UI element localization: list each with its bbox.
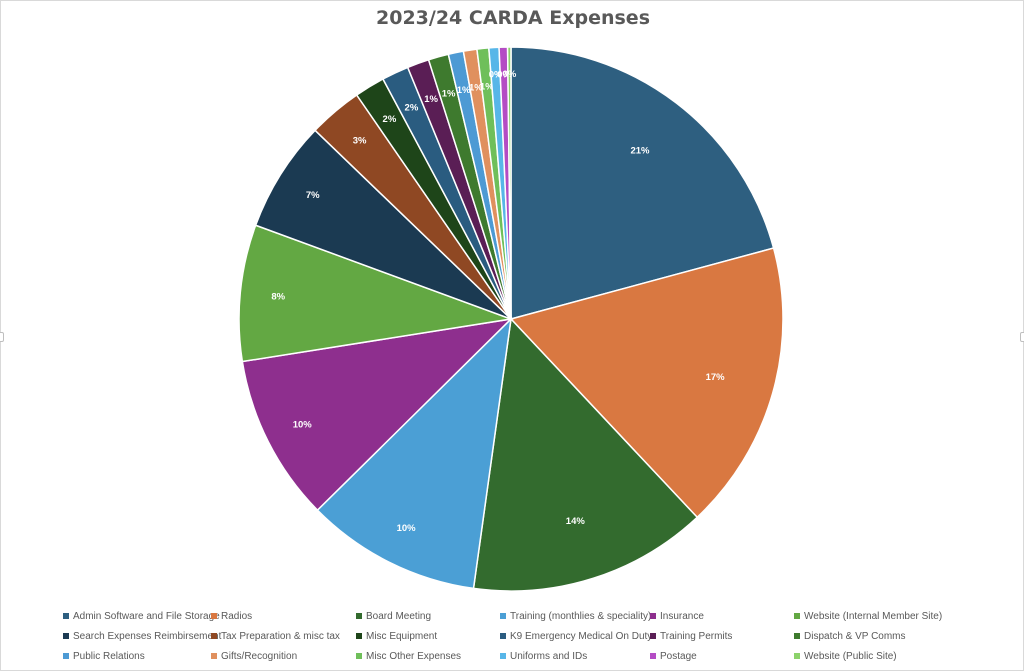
legend-item-5: Insurance — [650, 609, 794, 623]
resize-handle-right[interactable] — [1020, 332, 1024, 342]
legend-item-1: Admin Software and File Storage — [63, 609, 220, 623]
data-label-10: 2% — [405, 102, 419, 113]
legend-swatch-1 — [63, 613, 69, 619]
legend-label-13: Public Relations — [73, 650, 145, 662]
legend-item-8: Tax Preparation & misc tax — [211, 629, 356, 643]
legend-swatch-18 — [794, 653, 800, 659]
legend-swatch-9 — [356, 633, 362, 639]
legend-swatch-12 — [794, 633, 800, 639]
data-label-18: 0% — [503, 69, 517, 80]
legend-item-9: Misc Equipment — [356, 629, 500, 643]
legend-swatch-3 — [356, 613, 362, 619]
legend-swatch-13 — [63, 653, 69, 659]
legend-item-14: Gifts/Recognition — [211, 649, 356, 663]
legend-item-17: Postage — [650, 649, 794, 663]
legend-label-16: Uniforms and IDs — [510, 650, 588, 662]
legend-swatch-5 — [650, 613, 656, 619]
legend-label-12: Dispatch & VP Comms — [804, 630, 906, 642]
legend-item-12: Dispatch & VP Comms — [794, 629, 939, 643]
legend-label-11: Training Permits — [660, 630, 733, 642]
legend-label-14: Gifts/Recognition — [221, 650, 298, 662]
legend-item-2: Radios — [211, 609, 356, 623]
legend-item-11: Training Permits — [650, 629, 794, 643]
legend-label-5: Insurance — [660, 610, 704, 622]
legend-label-3: Board Meeting — [366, 610, 432, 622]
legend-label-7: Search Expenses Reimbirsement — [73, 630, 222, 642]
chart-title: 2023/24 CARDA Expenses — [376, 7, 650, 29]
legend-item-3: Board Meeting — [356, 609, 500, 623]
pie-slice-6[interactable] — [238, 224, 514, 363]
pie-slice-7[interactable] — [254, 129, 512, 320]
legend-swatch-6 — [794, 613, 800, 619]
legend-item-6: Website (Internal Member Site) — [794, 609, 943, 623]
legend-label-1: Admin Software and File Storage — [73, 610, 220, 622]
legend-label-18: Website (Public Site) — [804, 650, 897, 662]
legend-label-8: Tax Preparation & misc tax — [221, 630, 340, 642]
legend-swatch-7 — [63, 633, 69, 639]
data-label-9: 2% — [383, 114, 397, 125]
resize-handle-left[interactable] — [0, 332, 4, 342]
data-label-3: 14% — [566, 516, 586, 527]
legend-swatch-14 — [211, 653, 217, 659]
legend-swatch-2 — [211, 613, 217, 619]
legend-item-7: Search Expenses Reimbirsement — [63, 629, 221, 643]
data-label-7: 7% — [306, 190, 320, 201]
data-label-4: 10% — [397, 523, 417, 534]
pie-slice-18[interactable] — [506, 46, 512, 320]
data-label-17: 0% — [497, 69, 511, 80]
pie-chart: 21%17%14%10%10%8%7%3%2%2%1%1% 1%1%1%0%0%0… — [238, 46, 784, 592]
legend-swatch-8 — [211, 633, 217, 639]
data-label-1: 21% — [630, 146, 650, 157]
pie-slice-2[interactable] — [509, 247, 784, 519]
data-label-2: 17% — [706, 372, 726, 383]
legend-item-10: K9 Emergency Medical On Duty — [500, 629, 653, 643]
legend-label-4: Training (monthlies & speciality) — [510, 610, 652, 622]
data-label-5: 10% — [293, 420, 313, 431]
legend-label-15: Misc Other Expenses — [366, 650, 462, 662]
legend-label-10: K9 Emergency Medical On Duty — [510, 630, 653, 642]
legend-swatch-17 — [650, 653, 656, 659]
data-label-11: 1% — [424, 94, 438, 105]
data-label-13: 1% — [457, 85, 471, 96]
pie-slice-5[interactable] — [241, 317, 514, 512]
pie-slice-1[interactable] — [510, 46, 775, 320]
data-label-8: 3% — [353, 136, 367, 147]
data-label-6: 8% — [271, 291, 285, 302]
legend: Admin Software and File Storage Radios Boa… — [63, 607, 963, 663]
legend-item-16: Uniforms and IDs — [500, 649, 650, 663]
legend-item-4: Training (monthlies & speciality) — [500, 609, 652, 623]
legend-swatch-15 — [356, 653, 362, 659]
data-label-14: 1% — [469, 83, 483, 94]
data-label-12: 1% — [442, 89, 456, 100]
legend-label-2: Radios — [221, 610, 253, 622]
legend-item-13: Public Relations — [63, 649, 211, 663]
data-label-15: 1% — [480, 81, 494, 92]
pie-slice-3[interactable] — [472, 317, 699, 592]
legend-swatch-10 — [500, 633, 506, 639]
data-label-16: 0% — [489, 70, 503, 81]
legend-swatch-4 — [500, 613, 506, 619]
legend-swatch-11 — [650, 633, 656, 639]
legend-item-15: Misc Other Expenses — [356, 649, 500, 663]
legend-label-9: Misc Equipment — [366, 630, 438, 642]
legend-label-6: Website (Internal Member Site) — [804, 610, 943, 622]
legend-swatch-16 — [500, 653, 506, 659]
legend-item-18: Website (Public Site) — [794, 649, 939, 663]
legend-label-17: Postage — [660, 650, 697, 662]
pie-slice-4[interactable] — [316, 316, 513, 590]
